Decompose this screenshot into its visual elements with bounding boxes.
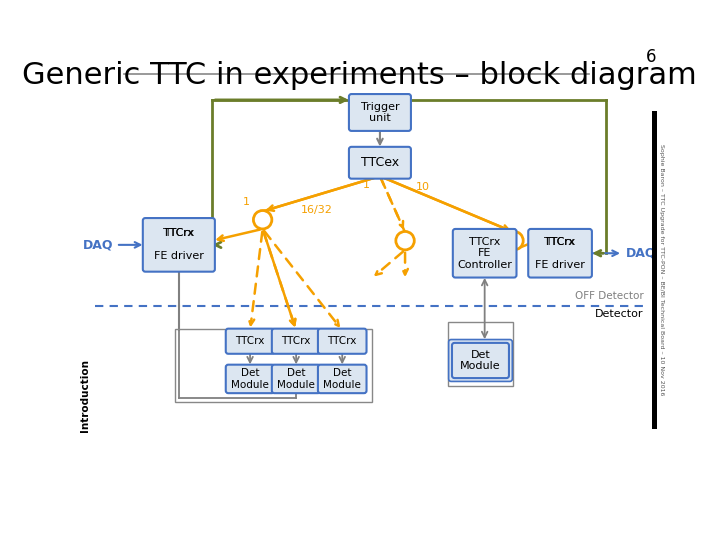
Text: Trigger
unit: Trigger unit — [361, 102, 400, 123]
Text: TTCrx
FE
Controller: TTCrx FE Controller — [457, 237, 512, 270]
Circle shape — [396, 232, 414, 250]
FancyBboxPatch shape — [449, 340, 513, 381]
Text: TTCrx: TTCrx — [235, 336, 265, 346]
Text: TTCrx: TTCrx — [545, 237, 575, 247]
Text: DAQ: DAQ — [626, 247, 656, 260]
Text: Det
Module: Det Module — [460, 350, 501, 372]
Text: TTCrx

FE driver: TTCrx FE driver — [535, 237, 585, 270]
Bar — [652, 111, 657, 429]
FancyBboxPatch shape — [349, 147, 411, 179]
Text: Det
Module: Det Module — [323, 368, 361, 390]
FancyBboxPatch shape — [528, 229, 592, 278]
Text: Introduction: Introduction — [80, 359, 90, 432]
Circle shape — [253, 211, 272, 229]
FancyBboxPatch shape — [226, 364, 274, 393]
FancyBboxPatch shape — [349, 94, 411, 131]
Text: OFF Detector: OFF Detector — [575, 291, 644, 301]
Text: Sophie Baron – TTC Upgrade for TTC-PON – BE/BI Technical Board – 10 Nov 2016: Sophie Baron – TTC Upgrade for TTC-PON –… — [659, 144, 664, 396]
FancyBboxPatch shape — [226, 329, 274, 354]
Text: Det
Module: Det Module — [277, 368, 315, 390]
Text: TTCrx: TTCrx — [328, 336, 357, 346]
FancyBboxPatch shape — [272, 329, 320, 354]
FancyBboxPatch shape — [143, 218, 215, 272]
Text: 10: 10 — [416, 181, 430, 192]
FancyBboxPatch shape — [318, 364, 366, 393]
Text: Det
Module: Det Module — [231, 368, 269, 390]
Text: Detector: Detector — [595, 309, 644, 319]
FancyBboxPatch shape — [453, 229, 516, 278]
Text: Generic TTC in experiments – block diagram: Generic TTC in experiments – block diagr… — [22, 60, 696, 90]
Text: 16/32: 16/32 — [300, 205, 332, 215]
Text: 6: 6 — [646, 48, 657, 66]
Text: 1: 1 — [363, 180, 370, 190]
FancyBboxPatch shape — [452, 343, 509, 378]
Text: 1: 1 — [243, 197, 249, 207]
Text: TTCex: TTCex — [361, 156, 399, 169]
Text: TTCrx: TTCrx — [164, 228, 194, 238]
Text: TTCrx: TTCrx — [282, 336, 311, 346]
Circle shape — [505, 232, 523, 250]
Text: TTCrx

FE driver: TTCrx FE driver — [154, 228, 204, 261]
FancyBboxPatch shape — [272, 364, 320, 393]
FancyBboxPatch shape — [318, 329, 366, 354]
Text: DAQ: DAQ — [83, 238, 114, 251]
